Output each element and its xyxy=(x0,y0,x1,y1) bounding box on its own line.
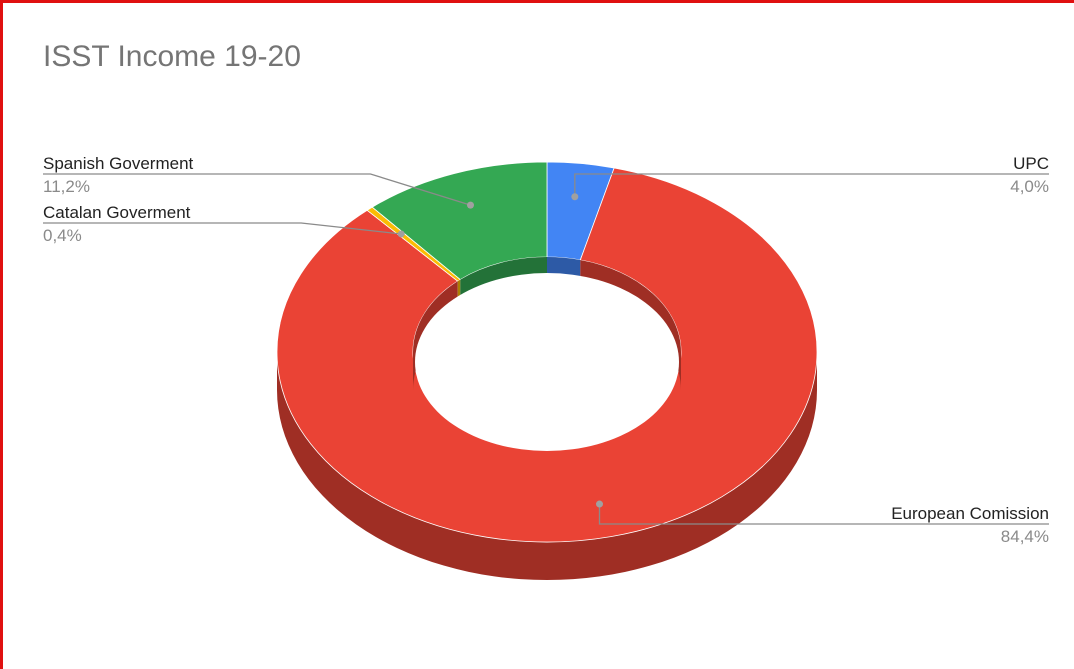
leader-line-spanish-goverment xyxy=(43,173,471,206)
leader-line-catalan-goverment xyxy=(43,222,402,235)
label-european-comission: European Comission 84,4% xyxy=(596,500,1049,546)
label-spanish-goverment: Spanish Goverment 11,2% xyxy=(43,154,474,209)
slice-value-label: 0,4% xyxy=(43,226,82,245)
slice-name-label: Catalan Goverment xyxy=(43,203,191,222)
leader-line-upc xyxy=(574,173,1049,197)
leader-dot-european-comission xyxy=(596,500,604,508)
leader-dot-spanish-goverment xyxy=(466,201,474,209)
label-catalan-goverment: Catalan Goverment 0,4% xyxy=(43,203,405,245)
leader-dot-upc xyxy=(571,193,579,201)
slice-spanish-goverment[interactable] xyxy=(371,161,548,281)
slice-value-label: 84,4% xyxy=(1001,527,1049,546)
slice-value-label: 4,0% xyxy=(1010,177,1049,196)
leader-line-european-comission xyxy=(598,504,1049,525)
donut-hole xyxy=(415,273,679,451)
slice-value-label: 11,2% xyxy=(43,177,90,196)
side-european-comission xyxy=(277,352,817,580)
chart-title: ISST Income 19-20 xyxy=(43,40,301,73)
slice-name-label: UPC xyxy=(1013,154,1049,173)
slice-name-label: Spanish Goverment xyxy=(43,154,194,173)
leader-dot-catalan-goverment xyxy=(397,230,405,238)
slice-name-label: European Comission xyxy=(891,504,1049,523)
label-upc: UPC 4,0% xyxy=(571,154,1049,201)
